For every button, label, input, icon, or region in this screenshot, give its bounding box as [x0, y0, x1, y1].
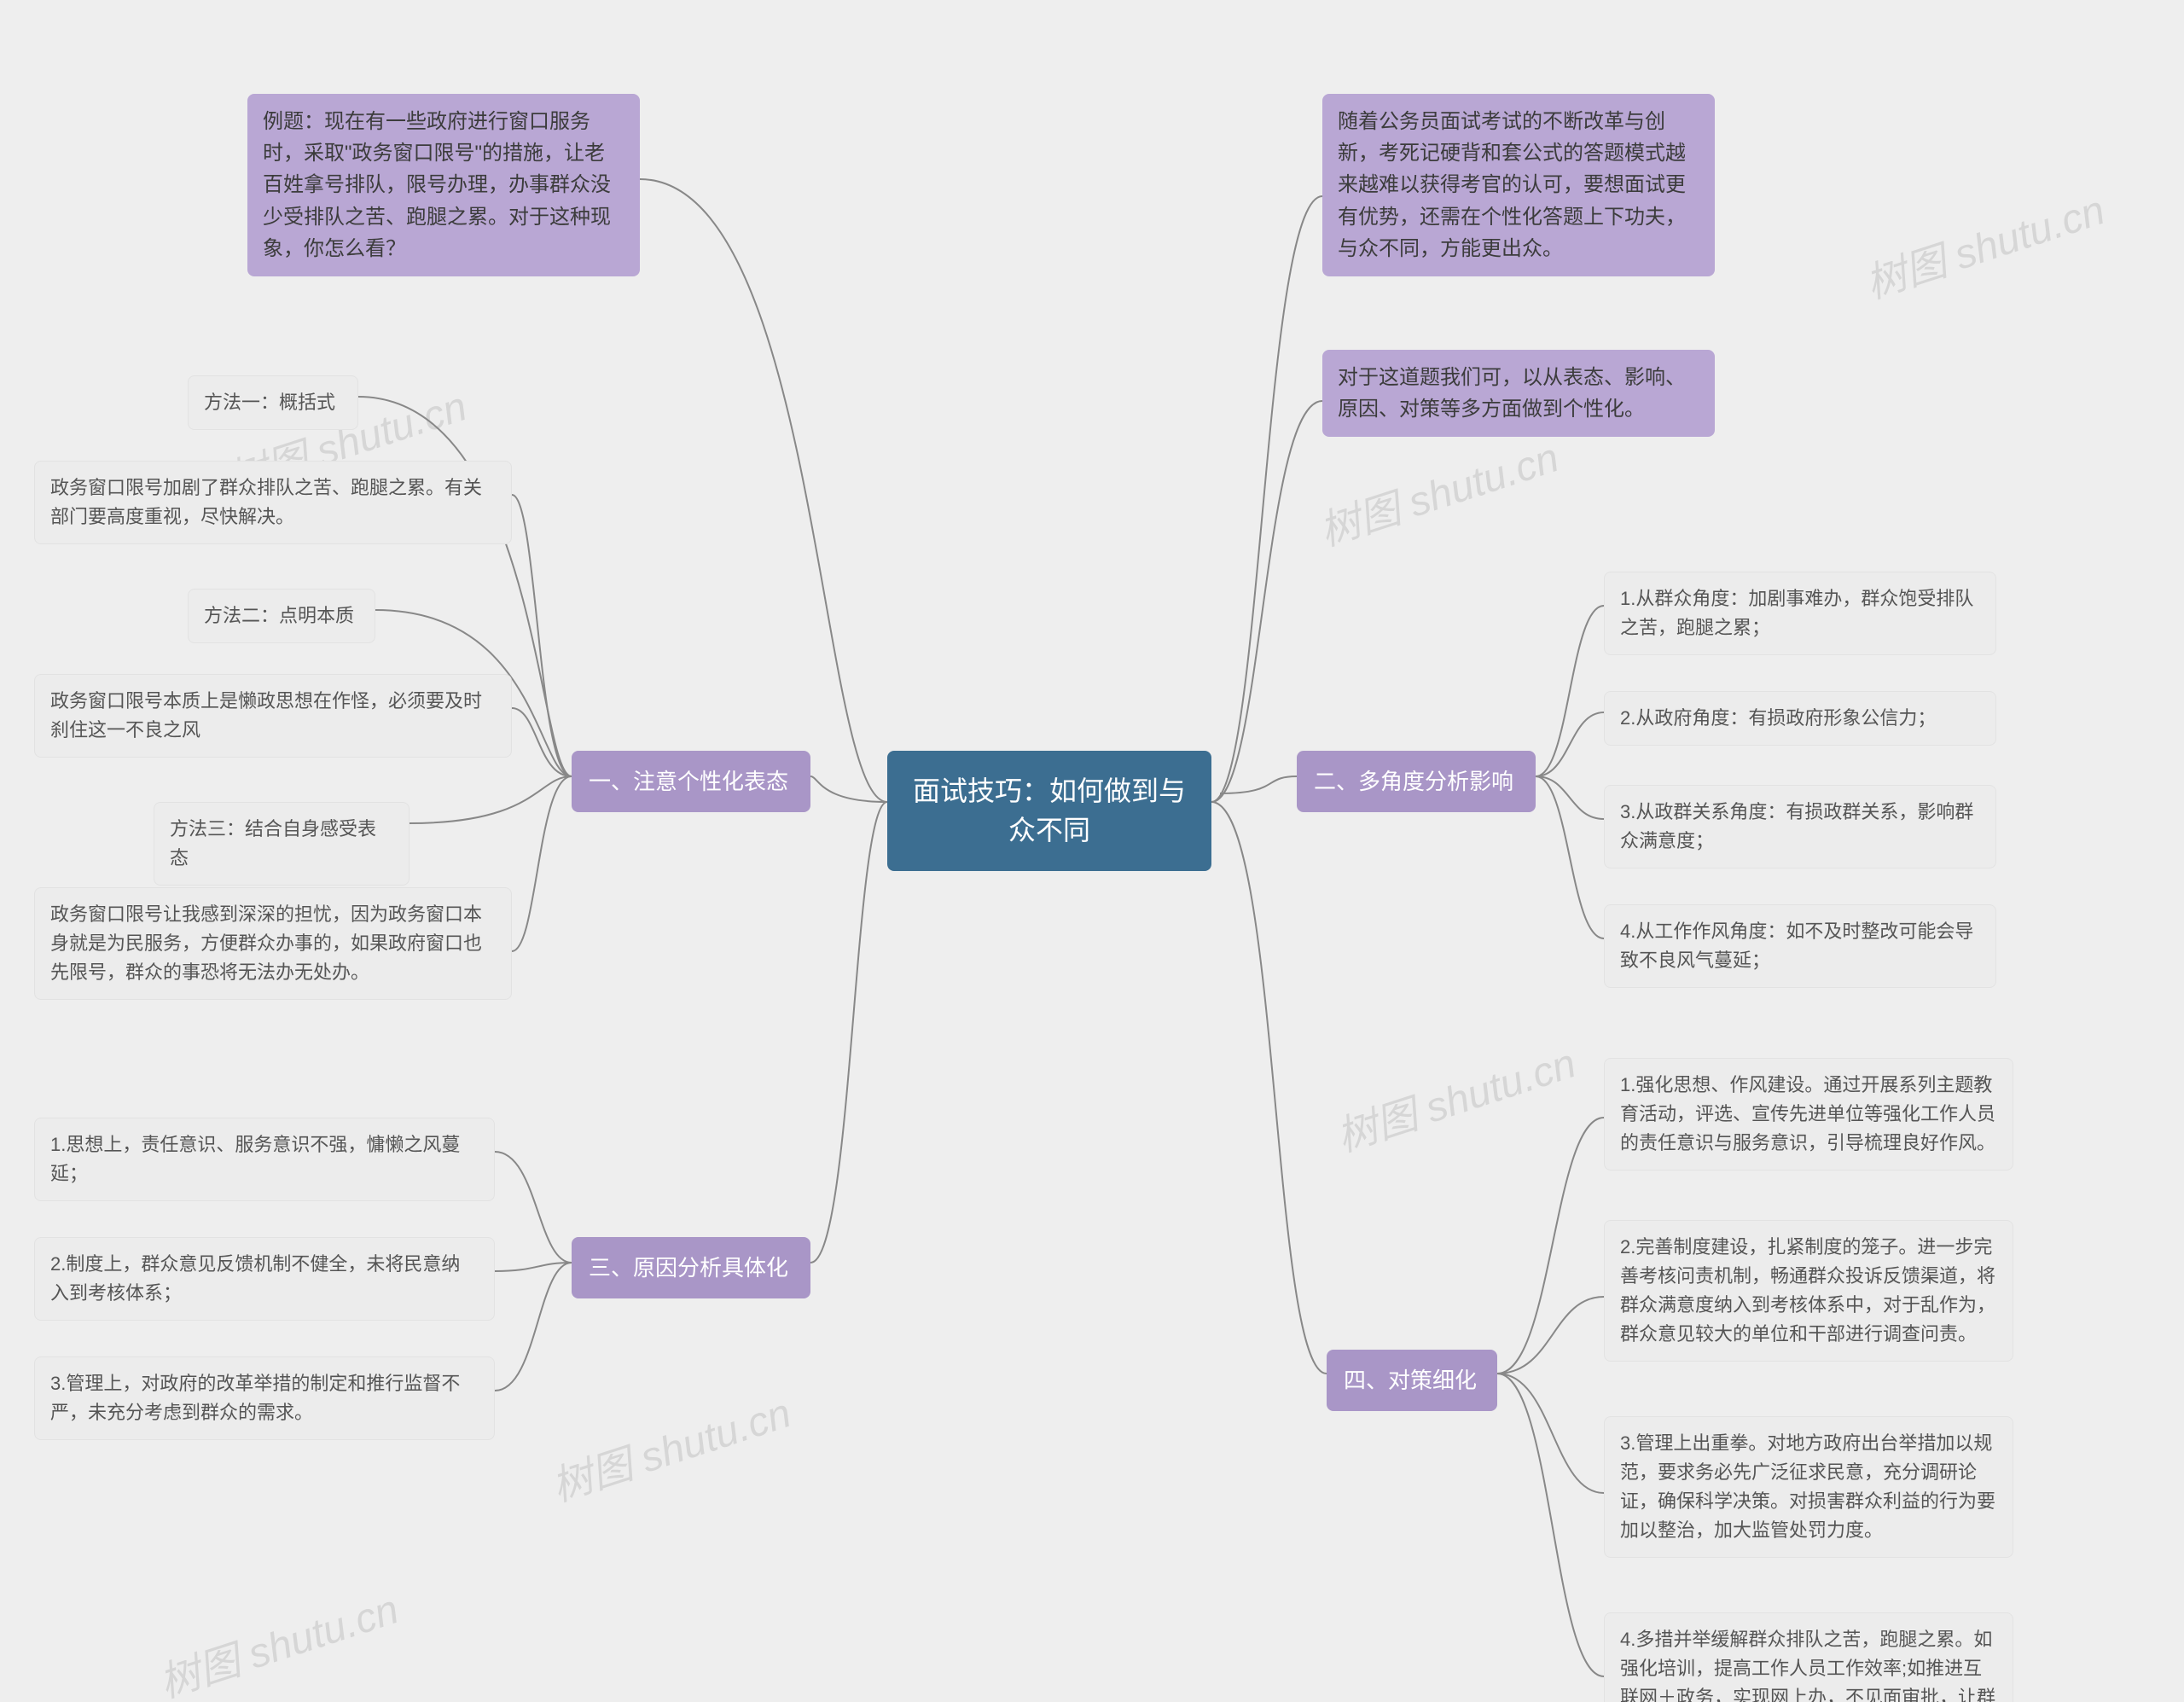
- b1-method2-label[interactable]: 方法二：点明本质: [188, 589, 375, 643]
- b2-item-2[interactable]: 2.从政府角度：有损政府形象公信力；: [1604, 691, 1996, 746]
- b3-item-1[interactable]: 1.思想上，责任意识、服务意识不强，慵懒之风蔓延；: [34, 1118, 495, 1201]
- branch-4[interactable]: 四、对策细化: [1327, 1350, 1497, 1411]
- b3-item-2[interactable]: 2.制度上，群众意见反馈机制不健全，未将民意纳入到考核体系；: [34, 1237, 495, 1321]
- b4-item-2[interactable]: 2.完善制度建设，扎紧制度的笼子。进一步完善考核问责机制，畅通群众投诉反馈渠道，…: [1604, 1220, 2013, 1362]
- branch-1[interactable]: 一、注意个性化表态: [572, 751, 810, 812]
- b1-method3-body[interactable]: 政务窗口限号让我感到深深的担忧，因为政务窗口本身就是为民服务，方便群众办事的，如…: [34, 887, 512, 1000]
- watermark: 树图 shutu.cn: [543, 1380, 797, 1513]
- branch-3[interactable]: 三、原因分析具体化: [572, 1237, 810, 1298]
- b4-item-4[interactable]: 4.多措并举缓解群众排队之苦，跑腿之累。如强化培训，提高工作人员工作效率;如推进…: [1604, 1612, 2013, 1702]
- b1-method2-body[interactable]: 政务窗口限号本质上是懒政思想在作怪，必须要及时刹住这一不良之风: [34, 674, 512, 758]
- b2-item-4[interactable]: 4.从工作作风角度：如不及时整改可能会导致不良风气蔓延；: [1604, 904, 1996, 988]
- b2-item-3[interactable]: 3.从政群关系角度：有损政群关系，影响群众满意度；: [1604, 785, 1996, 868]
- watermark: 树图 shutu.cn: [1310, 424, 1565, 557]
- b4-item-1[interactable]: 1.强化思想、作风建设。通过开展系列主题教育活动，评选、宣传先进单位等强化工作人…: [1604, 1058, 2013, 1170]
- branch-2[interactable]: 二、多角度分析影响: [1297, 751, 1536, 812]
- b4-item-3[interactable]: 3.管理上出重拳。对地方政府出台举措加以规范，要求务必先广泛征求民意，充分调研论…: [1604, 1416, 2013, 1558]
- b1-method1-body[interactable]: 政务窗口限号加剧了群众排队之苦、跑腿之累。有关部门要高度重视，尽快解决。: [34, 461, 512, 544]
- example-box[interactable]: 例题：现在有一些政府进行窗口服务时，采取"政务窗口限号"的措施，让老百姓拿号排队…: [247, 94, 640, 276]
- intro-box-1[interactable]: 随着公务员面试考试的不断改革与创新，考死记硬背和套公式的答题模式越来越难以获得考…: [1322, 94, 1715, 276]
- b2-item-1[interactable]: 1.从群众角度：加剧事难办，群众饱受排队之苦，跑腿之累；: [1604, 572, 1996, 655]
- root-node[interactable]: 面试技巧：如何做到与众不同: [887, 751, 1211, 871]
- watermark: 树图 shutu.cn: [1856, 177, 2111, 310]
- b1-method1-label[interactable]: 方法一：概括式: [188, 375, 358, 430]
- intro-box-2[interactable]: 对于这道题我们可，以从表态、影响、原因、对策等多方面做到个性化。: [1322, 350, 1715, 437]
- mindmap-canvas: 树图 shutu.cn 树图 shutu.cn 树图 shutu.cn 树图 s…: [0, 0, 2184, 1702]
- b1-method3-label[interactable]: 方法三：结合自身感受表态: [154, 802, 410, 886]
- watermark: 树图 shutu.cn: [150, 1576, 404, 1702]
- b3-item-3[interactable]: 3.管理上，对政府的改革举措的制定和推行监督不严，未充分考虑到群众的需求。: [34, 1356, 495, 1440]
- watermark: 树图 shutu.cn: [1327, 1030, 1582, 1163]
